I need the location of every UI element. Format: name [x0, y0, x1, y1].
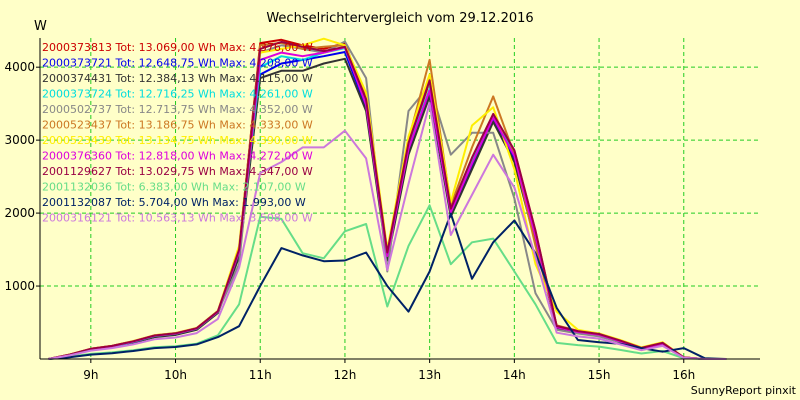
- x-tick-label: 13h: [418, 368, 441, 382]
- x-ticks: 9h 10h 11h 12h 13h 14h 15h 16h: [83, 359, 695, 382]
- series-line-12: [48, 102, 727, 360]
- y-ticks: 1000 2000 3000 4000: [4, 60, 40, 293]
- legend-entry-6: 2000523437 Tot: 13.186,75 Wh Max: 4.333,…: [42, 119, 313, 132]
- legend-entry-9: 2001129627 Tot: 13.029,75 Wh Max: 4.347,…: [42, 165, 313, 178]
- y-tick-label: 3000: [4, 133, 35, 147]
- y-tick-label: 4000: [4, 60, 35, 74]
- grid: [40, 38, 760, 359]
- legend: 2000373813 Tot: 13.069,00 Wh Max: 4.376,…: [42, 41, 313, 225]
- y-axis-unit-label: W: [34, 19, 47, 34]
- legend-entry-2: 2000373721 Tot: 12.648,75 Wh Max: 4.208,…: [42, 57, 313, 70]
- legend-entry-12: 2000316121 Tot: 10.563,13 Wh Max: 3.508,…: [42, 212, 313, 225]
- legend-entry-7: 2000523439 Tot: 13.134,75 Wh Max: 4.390,…: [42, 134, 313, 147]
- legend-entry-10: 2001132036 Tot: 6.383,00 Wh Max: 2.107,0…: [42, 181, 306, 194]
- legend-entry-5: 2000502737 Tot: 12.713,75 Wh Max: 4.352,…: [42, 103, 313, 116]
- x-tick-label: 14h: [503, 368, 526, 382]
- x-tick-label: 11h: [249, 368, 272, 382]
- y-tick-label: 2000: [4, 206, 35, 220]
- legend-entry-3: 2000374431 Tot: 12.384,13 Wh Max: 4.115,…: [42, 72, 313, 85]
- legend-entry-11: 2001132087 Tot: 5.704,00 Wh Max: 1.993,0…: [42, 196, 306, 209]
- credit-label: SunnyReport pinxit: [691, 384, 797, 397]
- series-line-9: [48, 40, 727, 360]
- x-tick-label: 9h: [83, 368, 98, 382]
- x-tick-label: 12h: [334, 368, 357, 382]
- x-tick-label: 15h: [588, 368, 611, 382]
- x-tick-label: 16h: [672, 368, 695, 382]
- series-lines: [48, 37, 727, 360]
- legend-entry-1: 2000373813 Tot: 13.069,00 Wh Max: 4.376,…: [42, 41, 313, 54]
- y-tick-label: 1000: [4, 279, 35, 293]
- legend-entry-8: 2000376360 Tot: 12.818,00 Wh Max: 4.272,…: [42, 150, 313, 163]
- x-tick-label: 10h: [164, 368, 187, 382]
- chart-title: Wechselrichtervergleich vom 29.12.2016: [266, 11, 533, 26]
- legend-entry-4: 2000373724 Tot: 12.716,25 Wh Max: 4.261,…: [42, 88, 313, 101]
